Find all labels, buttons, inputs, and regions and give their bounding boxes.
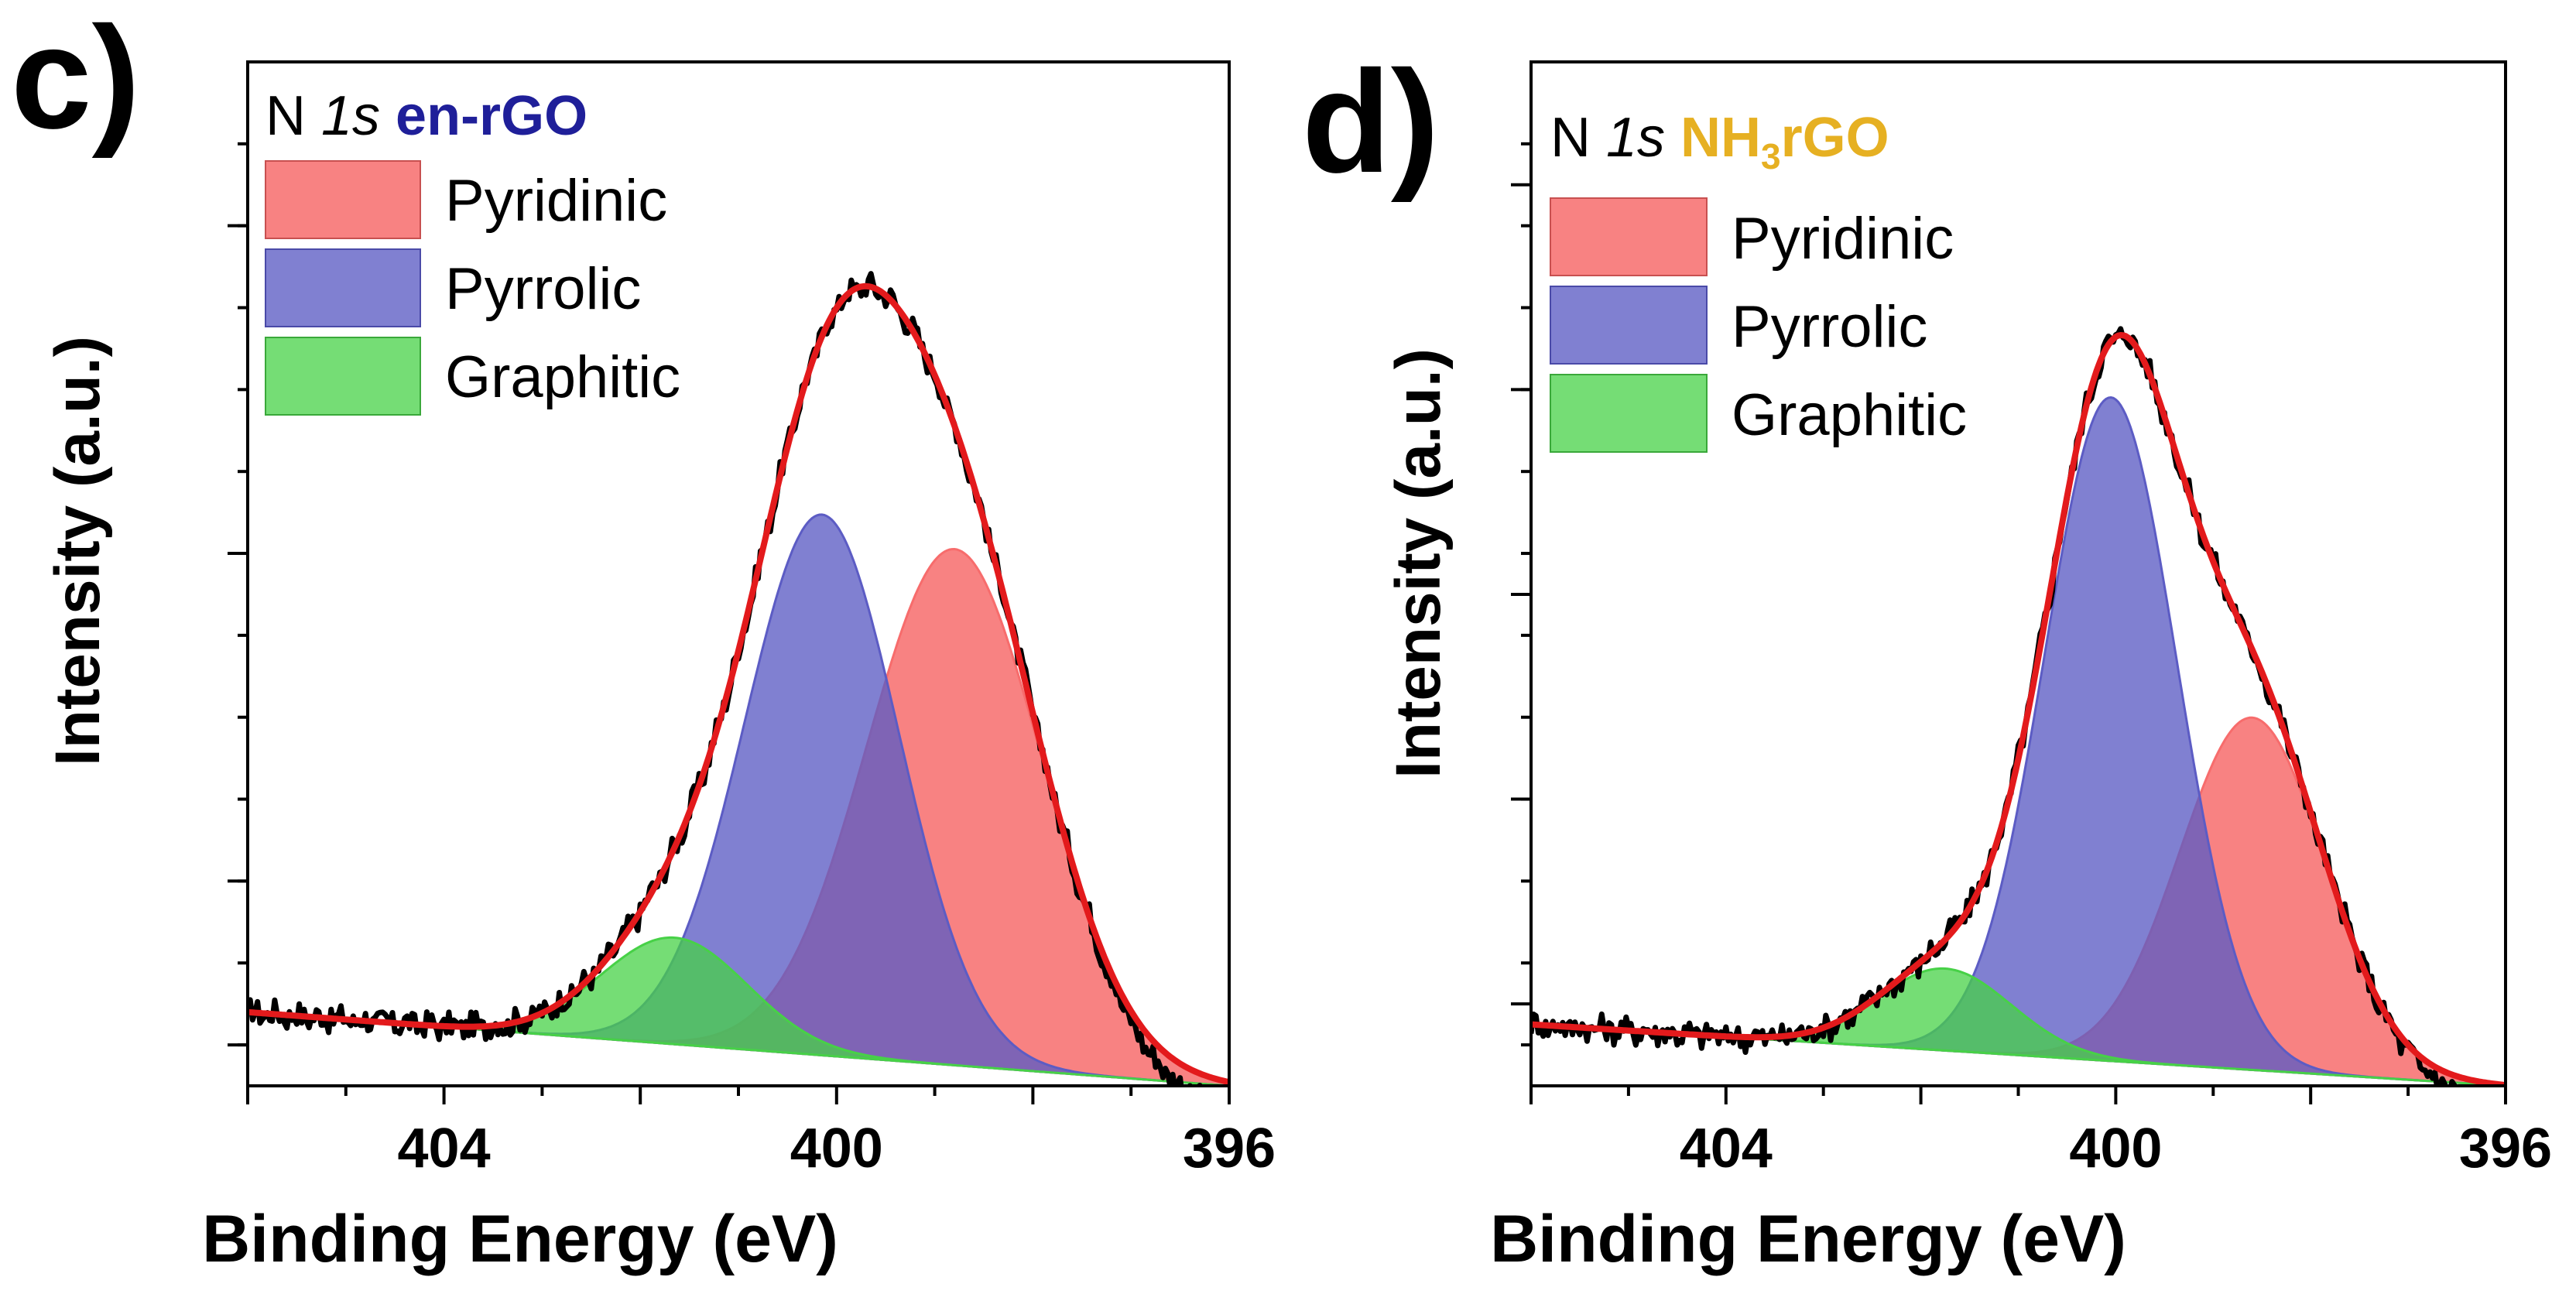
panel-label-c: c) [11, 0, 140, 159]
x-axis-label-c: Binding Energy (eV) [202, 1202, 838, 1276]
plot-area-d: 404 400 396 [1511, 60, 2552, 1179]
legend-title-subscript-d: 3 [1761, 136, 1781, 176]
fit-envelope-line-d [1531, 332, 2506, 1086]
legend-swatch-pyridinic-d [1550, 197, 1708, 276]
x-axis-label-d: Binding Energy (eV) [1490, 1202, 2126, 1276]
legend-swatch-pyrrolic-d [1550, 286, 1708, 365]
legend-title-suffix-d: rGO [1781, 107, 1889, 169]
legend-title-c: N 1s en-rGO [265, 85, 587, 147]
plot-area-c: 404 400 396 [228, 60, 1276, 1179]
y-axis-label-c: Intensity (a.u.) [43, 336, 113, 766]
legend-title-sample-d: NH [1680, 107, 1761, 169]
legend-swatch-graphitic-c [265, 337, 421, 416]
legend-label-graphitic-d: Graphitic [1732, 382, 1967, 448]
legend-label-pyridinic-d: Pyridinic [1732, 206, 1954, 272]
legend-swatch-pyridinic-c [265, 160, 421, 239]
legend-label-graphitic-c: Graphitic [445, 344, 680, 410]
plot-content-d [1531, 326, 2506, 1086]
x-tick-label-396-c: 396 [1183, 1118, 1276, 1179]
legend-c: N 1s en-rGO Pyridinic Pyrrolic Graphitic [265, 85, 680, 416]
x-tick-label-396-d: 396 [2459, 1118, 2552, 1179]
legend-label-pyrrolic-c: Pyrrolic [445, 256, 641, 322]
legend-title-sample-c: en-rGO [396, 85, 587, 147]
legend-title-prefix-d: N [1550, 107, 1606, 169]
legend-label-pyrrolic-d: Pyrrolic [1732, 294, 1927, 360]
x-tick-label-400-c: 400 [790, 1118, 883, 1179]
y-axis-label-d: Intensity (a.u.) [1383, 348, 1454, 779]
legend-title-orbital-d: 1s [1606, 107, 1665, 169]
fit-envelope-line-c [248, 282, 1229, 1086]
panel-d: d) Intensity (a.u.) Binding Energy (eV) … [1302, 40, 2552, 1276]
legend-swatch-pyrrolic-c [265, 248, 421, 327]
legend-title-d: N 1s NH3rGO [1550, 107, 1889, 176]
x-tick-label-404-d: 404 [1680, 1118, 1773, 1179]
legend-swatch-graphitic-d [1550, 374, 1708, 453]
legend-d: N 1s NH3rGO Pyridinic Pyrrolic Graphitic [1550, 107, 1967, 453]
panel-c: c) Intensity (a.u.) Binding Energy (eV) … [11, 0, 1276, 1276]
legend-title-prefix-c: N [265, 85, 321, 147]
x-tick-label-404-c: 404 [398, 1118, 491, 1179]
panel-label-d: d) [1302, 40, 1439, 203]
x-tick-label-400-d: 400 [2069, 1118, 2162, 1179]
legend-label-pyridinic-c: Pyridinic [445, 168, 667, 234]
plot-content-c [248, 271, 1229, 1086]
legend-title-orbital-c: 1s [321, 85, 380, 147]
